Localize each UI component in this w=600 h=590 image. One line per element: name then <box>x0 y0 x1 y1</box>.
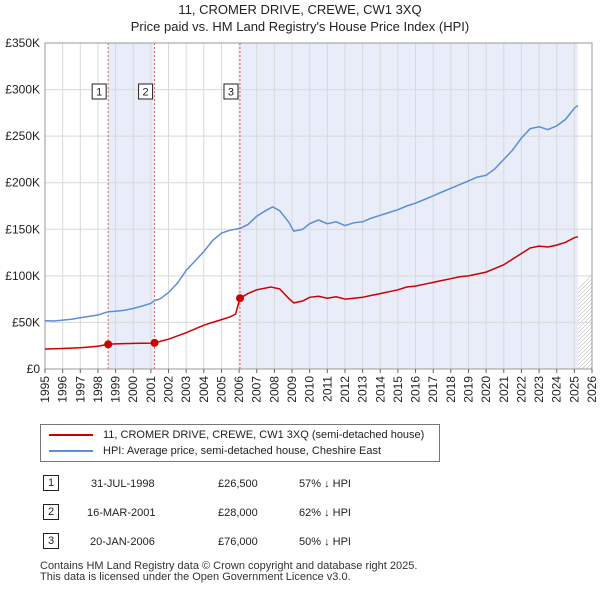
series-line <box>44 235 579 350</box>
x-tick-label: 1997 <box>73 376 87 403</box>
x-tick-label: 1999 <box>109 376 123 403</box>
plot-border <box>44 42 593 370</box>
y-tick-label: £300K <box>5 83 40 97</box>
y-tick-label: £50K <box>12 315 40 329</box>
legend-label-hpi: HPI: Average price, semi-detached house,… <box>103 445 382 457</box>
x-tick-label: 2002 <box>162 376 176 403</box>
legend-label-property: 11, CROMER DRIVE, CREWE, CW1 3XQ (semi-d… <box>103 429 425 441</box>
x-tick-label: 2020 <box>479 376 493 403</box>
x-tick-label: 2001 <box>144 376 158 403</box>
sale-point <box>235 294 244 303</box>
x-tick-label: 2003 <box>179 376 193 403</box>
legend-swatch-hpi <box>49 450 93 452</box>
sale-hpi-diff: 50% ↓ HPI <box>299 536 351 548</box>
table-row: 2 16-MAR-2001 £28,000 62% ↓ HPI <box>40 503 440 532</box>
hatch-line <box>577 306 592 322</box>
x-tick-label: 2015 <box>391 376 405 403</box>
footer-licence: This data is licensed under the Open Gov… <box>40 571 351 583</box>
x-tick-label: 2004 <box>197 376 211 403</box>
future-area <box>577 43 592 369</box>
y-tick-label: £350K <box>5 36 40 50</box>
sale-price: £26,500 <box>218 478 258 490</box>
legend-swatch-property <box>49 434 93 436</box>
x-tick-label: 2025 <box>567 376 581 403</box>
x-tick-label: 2007 <box>250 376 264 403</box>
sale-date: 16-MAR-2001 <box>87 507 156 519</box>
x-tick-label: 2012 <box>338 376 352 403</box>
x-tick-label: 2006 <box>232 376 246 403</box>
x-tick-label: 2021 <box>497 376 511 403</box>
sale-price: £76,000 <box>218 536 258 548</box>
footer-copyright: Contains HM Land Registry data © Crown c… <box>40 560 418 572</box>
x-tick-label: 2005 <box>214 376 228 403</box>
y-tick-label: £0 <box>27 362 41 376</box>
table-row: 3 20-JAN-2006 £76,000 50% ↓ HPI <box>40 532 440 561</box>
x-tick-label: 1996 <box>56 376 70 403</box>
sale-date: 31-JUL-1998 <box>91 478 155 490</box>
hatch-line <box>594 43 600 369</box>
legend-item-hpi: HPI: Average price, semi-detached house,… <box>49 443 381 459</box>
sale-marker-label: 1 <box>96 87 102 99</box>
x-tick-label: 2018 <box>444 376 458 403</box>
hatch-line <box>577 310 592 326</box>
sale-number: 3 <box>43 533 59 549</box>
chart-title: 11, CROMER DRIVE, CREWE, CW1 3XQ <box>178 2 422 17</box>
chart-subtitle: Price paid vs. HM Land Registry's House … <box>130 19 470 34</box>
y-tick-label: £150K <box>5 222 40 236</box>
x-tick-label: 2014 <box>373 376 387 403</box>
x-tick-label: 2013 <box>356 376 370 403</box>
legend: 11, CROMER DRIVE, CREWE, CW1 3XQ (semi-d… <box>40 424 440 462</box>
x-tick-label: 2008 <box>267 376 281 403</box>
sale-marker-box <box>91 83 107 100</box>
legend-item-property: 11, CROMER DRIVE, CREWE, CW1 3XQ (semi-d… <box>49 427 424 443</box>
sale-number: 2 <box>43 504 59 520</box>
x-tick-label: 2019 <box>461 376 475 403</box>
future-hatch <box>577 43 600 369</box>
series-line <box>44 104 579 322</box>
x-tick-label: 2000 <box>126 376 140 403</box>
sale-hpi-diff: 57% ↓ HPI <box>299 478 351 490</box>
table-row: 1 31-JUL-1998 £26,500 57% ↓ HPI <box>40 474 440 503</box>
price-chart: 1 2 3 £0 £50K £100K £150K £200K £250K £300K £350K… <box>5 36 600 403</box>
footer: Contains HM Land Registry data © Crown c… <box>40 561 417 583</box>
sale-marker-box <box>138 83 154 100</box>
x-tick-label: 1998 <box>91 376 105 403</box>
sale-date: 20-JAN-2006 <box>90 536 155 548</box>
x-tick-label: 2024 <box>550 376 564 403</box>
x-tick-label: 2017 <box>426 376 440 403</box>
x-tick-label: 2009 <box>285 376 299 403</box>
sale-number: 1 <box>43 475 59 491</box>
sales-table: 1 31-JUL-1998 £26,500 57% ↓ HPI 2 16-MAR… <box>40 474 440 561</box>
x-tick-label: 2010 <box>303 376 317 403</box>
sale-point <box>150 338 159 347</box>
sale-hpi-diff: 62% ↓ HPI <box>299 507 351 519</box>
x-tick-label: 2011 <box>320 376 334 402</box>
sale-marker-box <box>223 83 239 100</box>
sale-point <box>104 340 113 349</box>
x-tick-label: 1995 <box>38 376 52 403</box>
x-tick-label: 2022 <box>514 376 528 403</box>
x-tick-label: 2026 <box>585 376 599 403</box>
y-tick-label: £100K <box>5 269 40 283</box>
y-tick-label: £250K <box>5 129 40 143</box>
x-tick-label: 2023 <box>532 376 546 403</box>
sale-price: £28,000 <box>218 507 258 519</box>
sale-marker-label: 2 <box>143 87 149 99</box>
sale-marker-label: 3 <box>228 87 234 99</box>
hatch-line <box>577 302 592 318</box>
x-tick-label: 2016 <box>409 376 423 403</box>
y-tick-label: £200K <box>5 176 40 190</box>
